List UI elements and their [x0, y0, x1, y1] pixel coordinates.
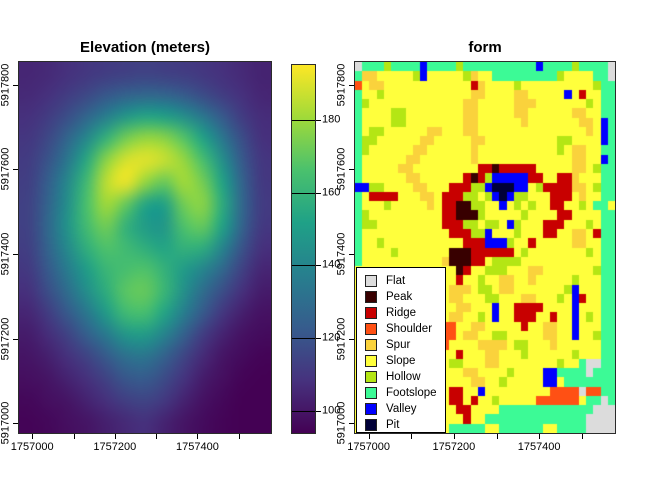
y-axis-tick-label: 5917200 — [0, 317, 12, 361]
y-axis-tick-label: 5917600 — [0, 148, 12, 191]
x-axis-tick — [453, 434, 455, 439]
colorbar-tick-label: 180 — [322, 113, 341, 126]
legend-swatch-icon — [365, 339, 377, 351]
elevation-plot-title: Elevation (meters) — [79, 39, 211, 56]
x-axis-tick-label: 1757000 — [347, 441, 391, 453]
legend-label: Valley — [386, 403, 417, 415]
colorbar-tick — [292, 119, 315, 121]
y-axis-tick — [349, 84, 354, 86]
colorbar-tick-stub — [316, 192, 321, 194]
colorbar-tick-stub — [316, 338, 321, 340]
x-axis-tick-label: 1757200 — [93, 441, 137, 453]
colorbar-tick-label: 160 — [322, 186, 341, 199]
y-axis-tick — [13, 254, 18, 256]
y-axis-tick — [349, 338, 354, 340]
x-axis-tick — [581, 434, 583, 439]
y-axis-tick-label: 5917000 — [0, 401, 12, 445]
legend-swatch-icon — [365, 403, 377, 415]
legend-label: Ridge — [386, 307, 417, 319]
elevation-raster-image — [18, 61, 272, 434]
x-axis-tick — [73, 434, 75, 439]
legend-swatch-icon — [365, 275, 377, 287]
x-axis-tick — [114, 434, 116, 439]
legend-item: Spur — [365, 337, 445, 353]
colorbar-tick — [292, 265, 315, 267]
legend-label: Footslope — [386, 387, 437, 399]
legend-item: Ridge — [365, 305, 445, 321]
colorbar-tick-stub — [316, 119, 321, 121]
legend-label: Peak — [386, 291, 413, 303]
legend-swatch-icon — [365, 291, 377, 303]
y-axis-tick — [349, 169, 354, 171]
colorbar-tick — [292, 338, 315, 340]
y-axis-tick — [13, 169, 18, 171]
x-axis-tick — [197, 434, 199, 439]
legend-label: Hollow — [386, 371, 421, 383]
x-axis-tick-label: 1757200 — [432, 441, 476, 453]
x-axis-tick-label: 1757400 — [517, 441, 561, 453]
x-axis-tick — [411, 434, 413, 439]
legend-item: Pit — [365, 417, 445, 433]
x-axis-tick-label: 1757000 — [10, 441, 54, 453]
legend-item: Flat — [365, 273, 445, 289]
colorbar-tick — [292, 192, 315, 194]
legend-item: Slope — [365, 353, 445, 369]
legend-swatch-icon — [365, 419, 377, 431]
y-axis-tick — [349, 423, 354, 425]
colorbar-tick — [292, 411, 315, 413]
legend-item: Valley — [365, 401, 445, 417]
legend-item: Footslope — [365, 385, 445, 401]
legend-item: Shoulder — [365, 321, 445, 337]
y-axis-tick-label: 5917400 — [0, 232, 12, 276]
x-axis-tick — [368, 434, 370, 439]
y-axis-tick — [13, 423, 18, 425]
y-axis-tick — [349, 254, 354, 256]
legend-item: Peak — [365, 289, 445, 305]
legend-swatch-icon — [365, 387, 377, 399]
y-axis-tick-label: 5917800 — [335, 63, 348, 107]
colorbar-tick-label: 140 — [322, 258, 341, 271]
legend-swatch-icon — [365, 307, 377, 319]
elevation-colorbar — [291, 64, 316, 434]
colorbar-tick-stub — [316, 411, 321, 413]
legend-label: Shoulder — [386, 323, 433, 335]
legend-label: Pit — [386, 419, 400, 431]
colorbar-tick-label: 120 — [322, 331, 341, 344]
x-axis-tick-label: 1757400 — [176, 441, 219, 453]
colorbar-tick-label: 100 — [322, 404, 341, 417]
form-plot-title: form — [468, 39, 502, 56]
x-axis-tick — [496, 434, 498, 439]
legend-item: Hollow — [365, 369, 445, 385]
colorbar-tick-stub — [316, 265, 321, 267]
legend-label: Flat — [386, 275, 406, 287]
legend-label: Slope — [386, 355, 416, 367]
x-axis-tick — [156, 434, 158, 439]
x-axis-tick — [32, 434, 34, 439]
y-axis-tick-label: 5917800 — [0, 63, 12, 107]
legend-label: Spur — [386, 339, 411, 351]
y-axis-tick-label: 5917600 — [335, 148, 348, 191]
legend-swatch-icon — [365, 355, 377, 367]
legend-swatch-icon — [365, 323, 377, 335]
y-axis-tick — [13, 84, 18, 86]
y-axis-tick — [13, 338, 18, 340]
x-axis-tick — [238, 434, 240, 439]
legend-swatch-icon — [365, 371, 377, 383]
x-axis-tick — [539, 434, 541, 439]
form-legend: Flat Peak Ridge Shoulder Spur Slope Hollow Foot… — [356, 267, 446, 433]
